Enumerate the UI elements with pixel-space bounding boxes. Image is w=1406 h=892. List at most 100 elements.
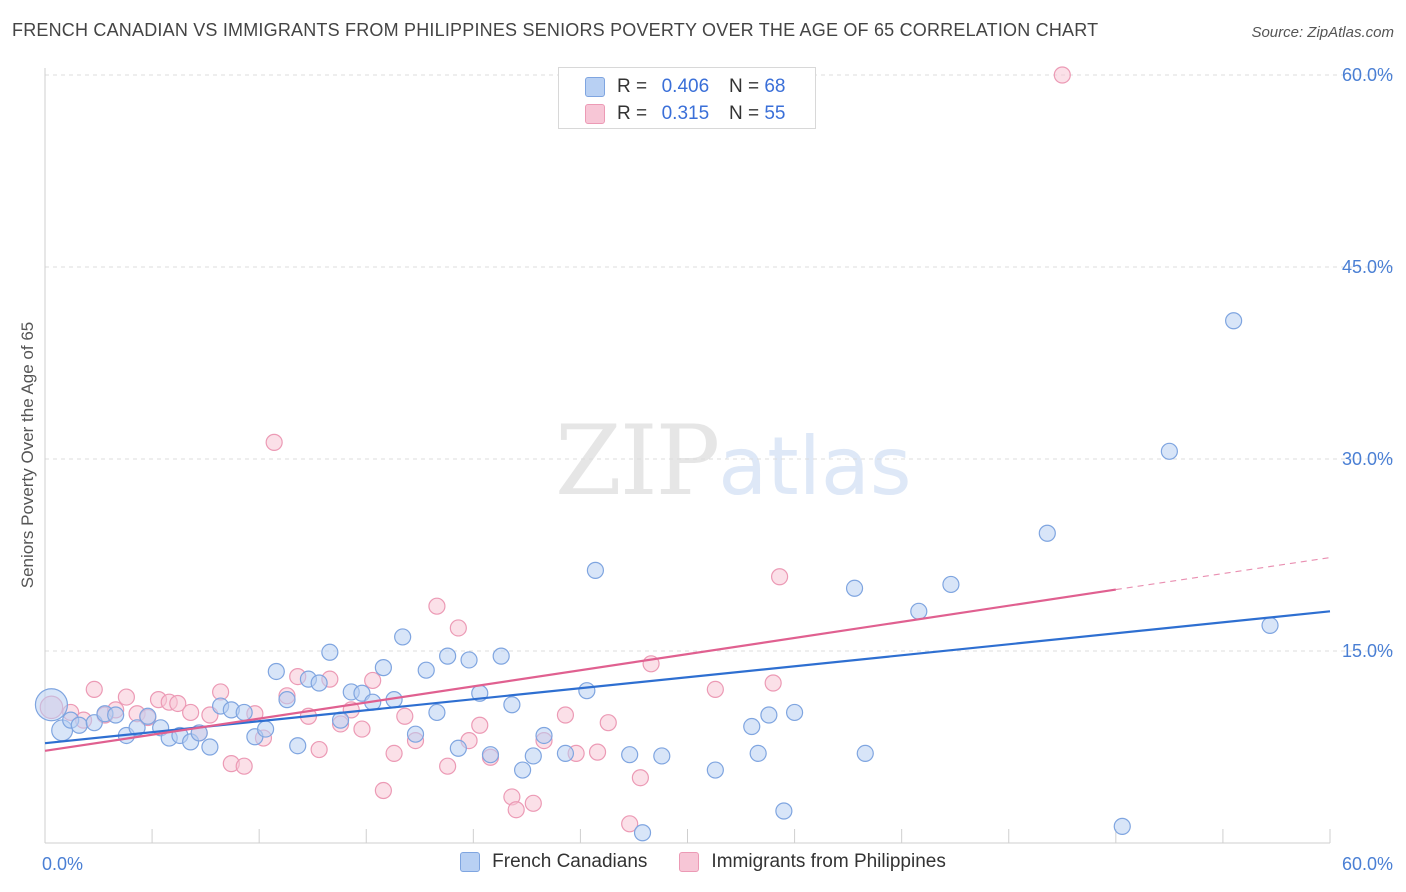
trend-lines: [44, 556, 1331, 752]
legend-row-philippines: R = 0.315 N = 55: [585, 102, 785, 126]
point-french-canadians: [578, 682, 596, 700]
point-french-canadians: [743, 717, 761, 736]
correlation-legend: R = 0.406 N = 68 R = 0.315 N = 55: [558, 67, 816, 129]
point-french-canadians: [267, 662, 285, 681]
point-philippines: [621, 815, 639, 833]
point-french-canadians: [775, 802, 793, 820]
point-philippines: [507, 801, 525, 819]
point-philippines: [556, 706, 575, 724]
point-philippines: [385, 744, 403, 763]
point-french-canadians: [942, 575, 960, 594]
watermark-atlas: atlas: [718, 420, 912, 513]
series-french-canadians-points: [34, 312, 1279, 842]
point-philippines: [439, 757, 457, 775]
source-credit: Source: ZipAtlas.com: [1251, 24, 1394, 41]
legend-n-label: N =: [728, 76, 760, 97]
legend-label-philippines: Immigrants from Philippines: [711, 851, 946, 872]
legend-swatch-blue: [460, 852, 481, 872]
point-french-canadians: [107, 706, 125, 724]
legend-n-value: 55: [764, 103, 786, 124]
point-french-canadians: [34, 688, 69, 722]
point-french-canadians: [621, 746, 639, 764]
point-philippines: [428, 597, 446, 615]
series-legend: French Canadians Immigrants from Philipp…: [0, 851, 1406, 873]
legend-n-value: 68: [764, 76, 786, 97]
point-french-canadians: [556, 744, 575, 763]
point-french-canadians: [417, 661, 435, 679]
legend-r-label: R =: [617, 76, 648, 97]
y-axis-label: Seniors Poverty Over the Age of 65: [18, 321, 37, 589]
point-french-canadians: [513, 761, 532, 779]
legend-swatch-pink: [585, 104, 605, 124]
point-french-canadians: [1225, 312, 1243, 330]
legend-r-value: 0.315: [661, 103, 710, 124]
point-french-canadians: [910, 602, 928, 620]
point-french-canadians: [785, 703, 804, 722]
legend-r-value: 0.406: [661, 76, 710, 97]
point-french-canadians: [503, 696, 521, 714]
point-french-canadians: [1160, 442, 1178, 460]
point-philippines: [182, 703, 200, 722]
point-french-canadians: [460, 651, 478, 669]
point-philippines: [265, 433, 283, 451]
legend-item-french-canadians[interactable]: French Canadians: [460, 851, 647, 873]
point-french-canadians: [706, 761, 724, 779]
point-philippines: [85, 680, 103, 699]
point-french-canadians: [321, 643, 339, 661]
point-philippines: [631, 769, 649, 787]
point-philippines: [588, 743, 607, 761]
point-philippines: [353, 720, 371, 738]
point-philippines: [770, 568, 789, 586]
x-tick-label: 0.0%: [42, 854, 83, 874]
legend-row-french-canadians: R = 0.406 N = 68: [585, 75, 785, 99]
point-philippines: [374, 781, 392, 800]
point-french-canadians: [760, 706, 778, 724]
watermark: ZIPatlas: [555, 405, 912, 517]
legend-item-philippines[interactable]: Immigrants from Philippines: [679, 851, 946, 873]
point-philippines: [449, 619, 467, 637]
point-french-canadians: [845, 579, 864, 597]
point-french-canadians: [278, 691, 296, 709]
point-french-canadians: [128, 719, 146, 737]
legend-n-label: N =: [728, 103, 760, 124]
axes: [44, 68, 1331, 844]
point-french-canadians: [492, 647, 510, 665]
point-philippines: [235, 757, 253, 775]
legend-swatch-pink: [679, 852, 700, 872]
point-french-canadians: [449, 739, 467, 757]
trend-line-french-canadians: [44, 610, 1331, 745]
point-french-canadians: [235, 703, 253, 722]
y-tick-label: 30.0%: [1342, 449, 1393, 469]
trend-line-philippines: [44, 588, 1116, 752]
point-french-canadians: [856, 744, 874, 763]
point-french-canadians: [653, 747, 671, 765]
point-french-canadians: [310, 674, 328, 692]
point-french-canadians: [749, 744, 767, 763]
point-philippines: [1053, 66, 1071, 84]
point-french-canadians: [586, 561, 605, 579]
point-french-canadians: [1113, 817, 1131, 835]
point-philippines: [599, 714, 617, 732]
point-philippines: [524, 794, 542, 812]
point-french-canadians: [1261, 616, 1279, 635]
watermark-zip: ZIP: [555, 405, 720, 517]
point-philippines: [364, 671, 382, 690]
point-philippines: [471, 716, 489, 734]
point-french-canadians: [139, 707, 157, 725]
point-philippines: [117, 688, 135, 706]
point-french-canadians: [439, 647, 457, 665]
point-french-canadians: [481, 746, 500, 764]
point-french-canadians: [535, 726, 553, 745]
x-tick-label: 60.0%: [1342, 854, 1393, 874]
point-french-canadians: [394, 628, 412, 646]
point-french-canadians: [289, 737, 307, 755]
point-french-canadians: [70, 716, 88, 734]
series-philippines-points: [39, 66, 1071, 833]
point-philippines: [169, 694, 187, 713]
point-philippines: [764, 674, 782, 692]
point-french-canadians: [1038, 524, 1056, 542]
y-tick-label: 15.0%: [1342, 641, 1393, 661]
point-french-canadians: [331, 711, 350, 729]
point-philippines: [396, 707, 414, 725]
